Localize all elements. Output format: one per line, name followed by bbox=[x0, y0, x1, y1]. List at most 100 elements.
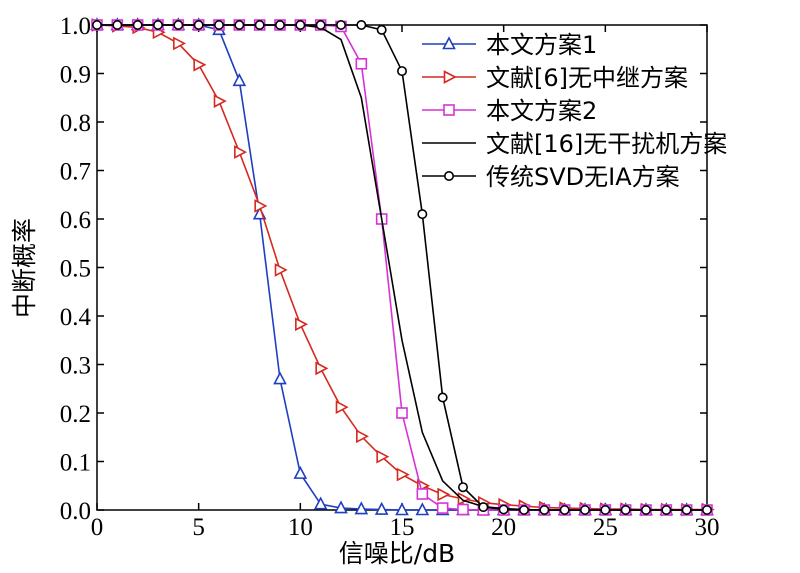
legend-marker bbox=[443, 70, 457, 84]
y-tick-label: 0.0 bbox=[60, 498, 91, 525]
series-2-point bbox=[315, 361, 329, 376]
series-2-point bbox=[335, 400, 349, 415]
series-5-point bbox=[193, 19, 204, 30]
series-5-point bbox=[376, 24, 387, 35]
legend-marker bbox=[443, 104, 455, 116]
y-tick-label: 0.7 bbox=[60, 159, 91, 186]
y-tick-label: 0.5 bbox=[60, 256, 91, 283]
series-5-point bbox=[437, 392, 448, 403]
x-tick-label: 20 bbox=[491, 514, 516, 541]
series-1-point bbox=[374, 501, 389, 515]
series-5-point bbox=[92, 19, 103, 30]
series-2-point bbox=[254, 199, 268, 213]
series-4 bbox=[97, 24, 707, 511]
series-5-point bbox=[214, 19, 225, 30]
series-1-point bbox=[395, 502, 409, 516]
series-2-point bbox=[457, 492, 471, 506]
series-5-point bbox=[417, 209, 428, 220]
series-3-point bbox=[355, 57, 368, 70]
series-5-point bbox=[112, 19, 123, 30]
series-3-point bbox=[457, 503, 469, 516]
series-3-point bbox=[396, 407, 408, 419]
series-5-point bbox=[457, 482, 468, 493]
series-2-point bbox=[213, 94, 227, 108]
legend-label: 文献[6]无中继方案 bbox=[486, 64, 688, 92]
legend-label: 传统SVD无IA方案 bbox=[486, 163, 680, 191]
legend-marker bbox=[442, 36, 456, 50]
series-layer bbox=[90, 17, 715, 517]
series-2-point bbox=[234, 145, 248, 159]
legend-entry-4: 文献[16]无干扰机方案 bbox=[422, 130, 727, 158]
series-5-point bbox=[518, 504, 529, 515]
series-1-point bbox=[313, 496, 328, 510]
series-1-point bbox=[293, 465, 308, 479]
series-5-point bbox=[173, 19, 184, 30]
series-5-point bbox=[498, 504, 509, 515]
x-tick-label: 10 bbox=[288, 514, 313, 541]
series-5-point bbox=[661, 504, 672, 515]
y-tick-label: 0.4 bbox=[60, 304, 92, 331]
series-5-point bbox=[234, 19, 245, 30]
series-5-point bbox=[254, 19, 265, 30]
series-3-line bbox=[97, 24, 707, 511]
axis-ticks: 0 5 10 15 20 25 30 0.0 0.1 0.2 0.3 0.4 0.5 0.6 0.7 0.8 0… bbox=[60, 13, 720, 541]
series-3-point bbox=[436, 502, 449, 514]
legend-label: 本文方案2 bbox=[486, 97, 597, 125]
series-5-point bbox=[620, 504, 631, 515]
legend-entry-5: 传统SVD无IA方案 bbox=[422, 163, 680, 191]
legend-label: 本文方案1 bbox=[486, 31, 597, 59]
y-tick-label: 0.9 bbox=[60, 62, 91, 89]
series-5-point bbox=[153, 19, 164, 30]
x-tick-label: 15 bbox=[390, 514, 415, 541]
legend-entry-2: 文献[6]无中继方案 bbox=[422, 64, 688, 92]
series-2-point bbox=[437, 487, 451, 502]
series-5-point bbox=[295, 19, 306, 30]
series-5-point bbox=[701, 504, 712, 515]
series-2-point bbox=[376, 449, 390, 464]
y-tick-label: 0.2 bbox=[60, 401, 91, 428]
series-2-line bbox=[96, 24, 707, 511]
x-tick-label: 0 bbox=[91, 514, 104, 541]
series-5-point bbox=[132, 19, 143, 30]
series-3 bbox=[91, 19, 713, 516]
x-tick-label: 25 bbox=[593, 514, 618, 541]
series-1-line bbox=[97, 24, 707, 511]
series-1-point bbox=[232, 73, 247, 87]
y-axis-title: 中断概率 bbox=[10, 218, 39, 318]
legend-label: 文献[16]无干扰机方案 bbox=[486, 130, 727, 158]
y-tick-label: 0.6 bbox=[60, 207, 91, 234]
series-5-point bbox=[539, 504, 550, 515]
x-tick-label: 30 bbox=[695, 514, 720, 541]
series-2-point bbox=[356, 429, 370, 444]
y-tick-label: 1.0 bbox=[60, 13, 91, 40]
series-2-point bbox=[173, 36, 187, 51]
x-axis-title: 信噪比/dB bbox=[339, 539, 455, 568]
series-2-point bbox=[274, 263, 288, 277]
series-1-point bbox=[334, 500, 348, 514]
series-5-point bbox=[335, 19, 346, 30]
series-5-point bbox=[559, 504, 570, 515]
series-5-point bbox=[396, 66, 407, 77]
series-5-point bbox=[640, 504, 651, 515]
series-1 bbox=[90, 17, 714, 516]
series-5-point bbox=[681, 504, 692, 515]
series-5-point bbox=[600, 504, 611, 515]
series-4-line bbox=[97, 24, 707, 511]
plot-area-border bbox=[96, 24, 708, 511]
series-5-point bbox=[579, 504, 590, 515]
series-1-point bbox=[273, 371, 287, 385]
legend-entry-1: 本文方案1 bbox=[422, 31, 597, 59]
y-tick-label: 0.3 bbox=[60, 353, 91, 380]
x-tick-label: 5 bbox=[192, 514, 205, 541]
series-1-point bbox=[415, 502, 430, 516]
series-2-point bbox=[295, 317, 309, 332]
series-5 bbox=[92, 19, 712, 515]
series-5-point bbox=[274, 19, 285, 30]
series-5-point bbox=[478, 502, 489, 513]
series-5-line bbox=[97, 24, 707, 511]
series-1-point bbox=[354, 501, 369, 515]
series-3-point bbox=[416, 488, 429, 500]
series-5-point bbox=[356, 19, 367, 30]
plot-frame bbox=[96, 24, 708, 511]
